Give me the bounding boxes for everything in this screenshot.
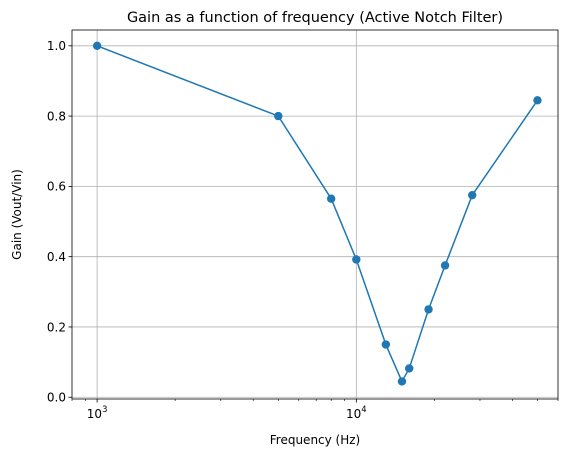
data-point [533, 96, 542, 105]
y-tick-label: 0.6 [47, 180, 66, 194]
data-point [440, 261, 450, 270]
y-tick-label: 0.4 [47, 250, 66, 264]
plot-frame [71, 29, 559, 400]
x-axis-label: Frequency (Hz) [270, 433, 361, 447]
data-point [92, 41, 102, 51]
y-tick-label: 0.2 [47, 320, 66, 334]
data-point [405, 364, 414, 373]
data-layer [92, 41, 542, 386]
y-axis-label: Gain (Vout/Vin) [10, 169, 24, 260]
x-tick-label: 103 [87, 404, 108, 421]
data-point [468, 190, 477, 200]
y-tick-label: 0.8 [47, 109, 66, 123]
data-point [397, 377, 407, 386]
data-point [381, 340, 391, 349]
data-point [274, 111, 283, 121]
x-tick-label: 104 [346, 404, 367, 421]
data-point [352, 255, 361, 264]
x-tick-base: 10 [346, 407, 361, 421]
chart-title: Gain as a function of frequency (Active … [127, 10, 503, 26]
data-point [326, 194, 336, 203]
grid [72, 30, 558, 399]
x-tick-exponent: 3 [102, 404, 107, 414]
y-tick-label: 1.0 [47, 39, 66, 53]
x-tick-exponent: 4 [361, 404, 366, 414]
x-tick-base: 10 [87, 407, 102, 421]
y-tick-label: 0.0 [47, 391, 66, 405]
data-point [424, 305, 433, 314]
